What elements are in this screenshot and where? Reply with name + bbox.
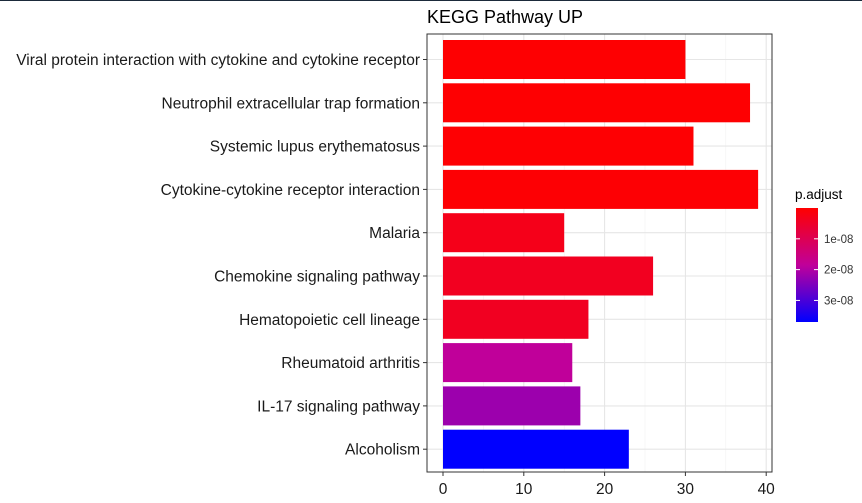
- x-axis: 0 10 20 30 40: [439, 472, 776, 498]
- bar: [443, 83, 751, 123]
- bar: [443, 256, 654, 296]
- x-tick-label: 10: [515, 481, 533, 498]
- x-tick-label: 20: [596, 481, 614, 498]
- y-tick-label: Cytokine-cytokine receptor interaction: [161, 182, 420, 199]
- y-tick-label: Neutrophil extracellular trap formation: [162, 95, 420, 112]
- bar: [443, 40, 686, 79]
- legend-tick-label: 1e-08: [824, 234, 853, 246]
- y-tick-label: IL-17 signaling pathway: [257, 398, 420, 415]
- legend-tick-label: 2e-08: [824, 265, 853, 277]
- bars: [443, 40, 759, 469]
- y-tick-label: Malaria: [369, 225, 420, 242]
- y-tick-label: Systemic lupus erythematosus: [210, 139, 420, 156]
- y-tick-label: Viral protein interaction with cytokine …: [16, 52, 420, 69]
- legend-tick-label: 3e-08: [824, 295, 853, 307]
- legend-colorbar: [796, 208, 818, 322]
- x-tick-label: 30: [677, 481, 695, 498]
- y-axis: Viral protein interaction with cytokine …: [16, 52, 427, 459]
- y-tick-label: Alcoholism: [345, 442, 420, 459]
- bar: [443, 213, 565, 253]
- y-tick-label: Rheumatoid arthritis: [281, 355, 420, 372]
- y-tick-label: Hematopoietic cell lineage: [239, 312, 420, 329]
- bar: [443, 299, 589, 339]
- legend-title: p.adjust: [795, 187, 843, 202]
- bar: [443, 169, 759, 209]
- x-tick-label: 40: [758, 481, 776, 498]
- color-legend: p.adjust 1e-08 2e-08 3e-08: [795, 187, 853, 322]
- x-tick-label: 0: [439, 481, 448, 498]
- chart-title: KEGG Pathway UP: [427, 7, 583, 27]
- bar: [443, 343, 573, 383]
- bar: [443, 429, 629, 469]
- bar: [443, 386, 581, 426]
- plot-border: [426, 33, 773, 473]
- y-tick-label: Chemokine signaling pathway: [214, 269, 420, 286]
- legend-ticks: 1e-08 2e-08 3e-08: [796, 234, 853, 307]
- bar: [443, 126, 694, 166]
